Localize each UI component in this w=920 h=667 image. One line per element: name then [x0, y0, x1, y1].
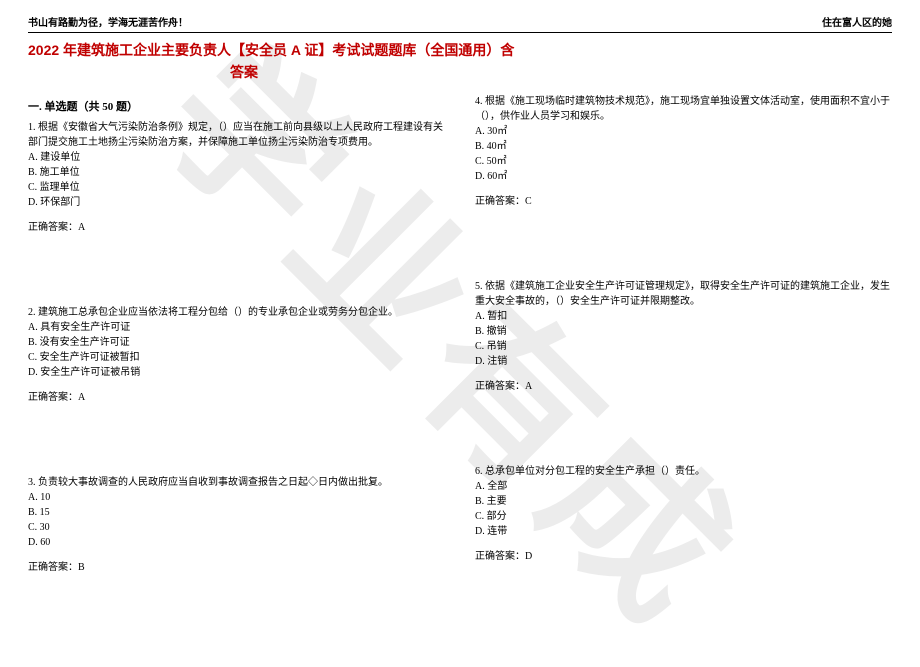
q1-stem: 1. 根据《安徽省大气污染防治条例》规定，（）应当在施工前向县级以上人民政府工程… — [28, 120, 445, 150]
question-5: 5. 依据《建筑施工企业安全生产许可证管理规定》，取得安全生产许可证的建筑施工企… — [475, 279, 892, 394]
q6-opt-a: A. 全部 — [475, 479, 892, 494]
left-column: 一. 单选题（共 50 题） 1. 根据《安徽省大气污染防治条例》规定，（）应当… — [28, 94, 445, 595]
q6-opt-c: C. 部分 — [475, 509, 892, 524]
header-right: 住在富人区的她 — [822, 14, 892, 29]
doc-title-line2: 答案 — [28, 61, 460, 83]
q6-answer: 正确答案：D — [475, 549, 892, 564]
q1-opt-b: B. 施工单位 — [28, 165, 445, 180]
q5-opt-b: B. 撤销 — [475, 324, 892, 339]
q4-opt-a: A. 30㎡ — [475, 124, 892, 139]
q3-opt-b: B. 15 — [28, 505, 445, 520]
q4-opt-c: C. 50㎡ — [475, 154, 892, 169]
header-left: 书山有路勤为径，学海无涯苦作舟！ — [28, 14, 188, 29]
q3-opt-d: D. 60 — [28, 535, 445, 550]
q5-opt-a: A. 暂扣 — [475, 309, 892, 324]
question-3: 3. 负责较大事故调查的人民政府应当自收到事故调查报告之日起◇日内做出批复。 A… — [28, 475, 445, 575]
q4-answer: 正确答案：C — [475, 194, 892, 209]
q2-opt-c: C. 安全生产许可证被暂扣 — [28, 350, 445, 365]
q2-opt-a: A. 具有安全生产许可证 — [28, 320, 445, 335]
q3-opt-c: C. 30 — [28, 520, 445, 535]
q1-opt-c: C. 监理单位 — [28, 180, 445, 195]
question-4: 4. 根据《施工现场临时建筑物技术规范》，施工现场宜单独设置文体活动室，使用面积… — [475, 94, 892, 209]
q5-stem: 5. 依据《建筑施工企业安全生产许可证管理规定》，取得安全生产许可证的建筑施工企… — [475, 279, 892, 309]
q6-opt-b: B. 主要 — [475, 494, 892, 509]
right-column: 4. 根据《施工现场临时建筑物技术规范》，施工现场宜单独设置文体活动室，使用面积… — [475, 94, 892, 595]
q4-stem: 4. 根据《施工现场临时建筑物技术规范》，施工现场宜单独设置文体活动室，使用面积… — [475, 94, 892, 124]
q6-stem: 6. 总承包单位对分包工程的安全生产承担（）责任。 — [475, 464, 892, 479]
q2-stem: 2. 建筑施工总承包企业应当依法将工程分包给（）的专业承包企业或劳务分包企业。 — [28, 305, 445, 320]
q3-opt-a: A. 10 — [28, 490, 445, 505]
q5-opt-c: C. 吊销 — [475, 339, 892, 354]
question-6: 6. 总承包单位对分包工程的安全生产承担（）责任。 A. 全部 B. 主要 C.… — [475, 464, 892, 564]
q5-answer: 正确答案：A — [475, 379, 892, 394]
q5-opt-d: D. 注销 — [475, 354, 892, 369]
q6-opt-d: D. 连带 — [475, 524, 892, 539]
question-2: 2. 建筑施工总承包企业应当依法将工程分包给（）的专业承包企业或劳务分包企业。 … — [28, 305, 445, 405]
doc-title-line1: 2022 年建筑施工企业主要负责人【安全员 A 证】考试试题题库（全国通用）含 — [28, 39, 892, 61]
q3-stem: 3. 负责较大事故调查的人民政府应当自收到事故调查报告之日起◇日内做出批复。 — [28, 475, 445, 490]
q1-answer: 正确答案：A — [28, 220, 445, 235]
q4-opt-d: D. 60㎡ — [475, 169, 892, 184]
q4-opt-b: B. 40㎡ — [475, 139, 892, 154]
document-page: 书山有路勤为径，学海无涯苦作舟！ 住在富人区的她 2022 年建筑施工企业主要负… — [0, 0, 920, 609]
page-header: 书山有路勤为径，学海无涯苦作舟！ 住在富人区的她 — [28, 14, 892, 33]
q2-opt-d: D. 安全生产许可证被吊销 — [28, 365, 445, 380]
section-heading: 一. 单选题（共 50 题） — [28, 98, 445, 114]
q2-answer: 正确答案：A — [28, 390, 445, 405]
question-1: 1. 根据《安徽省大气污染防治条例》规定，（）应当在施工前向县级以上人民政府工程… — [28, 120, 445, 235]
content-columns: 一. 单选题（共 50 题） 1. 根据《安徽省大气污染防治条例》规定，（）应当… — [28, 94, 892, 595]
q1-opt-d: D. 环保部门 — [28, 195, 445, 210]
q3-answer: 正确答案：B — [28, 560, 445, 575]
q2-opt-b: B. 没有安全生产许可证 — [28, 335, 445, 350]
q1-opt-a: A. 建设单位 — [28, 150, 445, 165]
